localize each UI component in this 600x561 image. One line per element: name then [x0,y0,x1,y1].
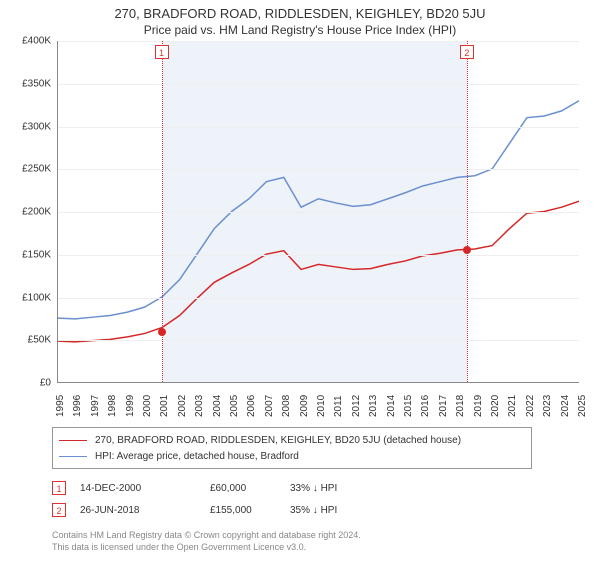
chart-gridline [58,169,579,170]
x-tick-label: 2011 [333,395,337,417]
x-tick-label: 1999 [125,395,129,417]
event-pct-1: 33% ↓ HPI [290,483,390,494]
event-date-2: 26-JUN-2018 [80,505,210,516]
event-row-1: 1 14-DEC-2000 £60,000 33% ↓ HPI [52,477,590,499]
events-list: 1 14-DEC-2000 £60,000 33% ↓ HPI 2 26-JUN… [52,477,590,521]
x-tick-label: 2021 [507,395,511,417]
event-price-marker [158,328,166,336]
x-tick-label: 2008 [281,395,285,417]
y-tick-label: £0 [40,378,51,389]
legend-item-hpi: HPI: Average price, detached house, Brad… [59,448,525,464]
x-tick-label: 2017 [438,395,442,417]
y-tick-label: £250K [22,164,51,175]
y-tick-label: £400K [22,36,51,47]
x-tick-label: 2003 [194,395,198,417]
chart-y-axis-labels: £0£50K£100K£150K£200K£250K£300K£350K£400… [15,41,55,383]
legend-swatch-hpi [59,456,87,457]
chart-gridline [58,255,579,256]
event-row-2: 2 26-JUN-2018 £155,000 35% ↓ HPI [52,499,590,521]
x-tick-label: 2019 [473,395,477,417]
x-tick-label: 1998 [107,395,111,417]
x-tick-label: 2012 [351,395,355,417]
footer-attribution: Contains HM Land Registry data © Crown c… [52,529,590,553]
chart-gridline [58,41,579,42]
event-marker-badge: 1 [155,45,169,59]
y-tick-label: £200K [22,207,51,218]
x-tick-label: 2013 [368,395,372,417]
event-price-2: £155,000 [210,505,290,516]
chart-gridline [58,212,579,213]
chart-gridline [58,127,579,128]
x-tick-label: 2022 [525,395,529,417]
event-badge-1: 1 [52,481,66,495]
x-tick-label: 2007 [264,395,268,417]
y-tick-label: £300K [22,121,51,132]
y-tick-label: £100K [22,292,51,303]
event-price-marker [463,246,471,254]
x-tick-label: 1997 [90,395,94,417]
event-line [467,41,468,382]
x-tick-label: 2000 [142,395,146,417]
event-marker-badge: 2 [460,45,474,59]
footer-line2: This data is licensed under the Open Gov… [52,541,590,553]
x-tick-label: 2016 [420,395,424,417]
series-line-hpi [58,101,579,319]
chart-gridline [58,340,579,341]
legend-label-property: 270, BRADFORD ROAD, RIDDLESDEN, KEIGHLEY… [95,435,461,446]
chart-title-line2: Price paid vs. HM Land Registry's House … [10,23,590,37]
chart-x-axis-labels: 1995 1996 1997 1998 1999 2000 2001 2002 2003 2004… [57,383,579,421]
x-tick-label: 2005 [229,395,233,417]
x-tick-label: 2002 [177,395,181,417]
chart-gridline [58,84,579,85]
x-tick-label: 2006 [246,395,250,417]
event-price-1: £60,000 [210,483,290,494]
event-date-1: 14-DEC-2000 [80,483,210,494]
y-tick-label: £350K [22,78,51,89]
x-tick-label: 2020 [490,395,494,417]
chart-title-line1: 270, BRADFORD ROAD, RIDDLESDEN, KEIGHLEY… [10,6,590,21]
event-pct-2: 35% ↓ HPI [290,505,390,516]
chart-legend: 270, BRADFORD ROAD, RIDDLESDEN, KEIGHLEY… [52,427,532,469]
x-tick-label: 2024 [560,395,564,417]
x-tick-label: 2014 [386,395,390,417]
x-tick-label: 2015 [403,395,407,417]
event-badge-2: 2 [52,503,66,517]
chart-gridline [58,298,579,299]
y-tick-label: £150K [22,249,51,260]
legend-item-property: 270, BRADFORD ROAD, RIDDLESDEN, KEIGHLEY… [59,432,525,448]
x-tick-label: 2001 [159,395,163,417]
x-tick-label: 2018 [455,395,459,417]
x-tick-label: 2009 [299,395,303,417]
y-tick-label: £50K [28,335,51,346]
legend-swatch-property [59,440,87,441]
x-tick-label: 1996 [72,395,76,417]
chart-title-block: 270, BRADFORD ROAD, RIDDLESDEN, KEIGHLEY… [10,6,590,37]
x-tick-label: 2023 [542,395,546,417]
chart-plot-region: 12 [57,41,579,383]
x-tick-label: 1995 [55,395,59,417]
footer-line1: Contains HM Land Registry data © Crown c… [52,529,590,541]
legend-label-hpi: HPI: Average price, detached house, Brad… [95,451,299,462]
x-tick-label: 2004 [212,395,216,417]
x-tick-label: 2025 [577,395,581,417]
series-line-property [58,201,579,342]
x-tick-label: 2010 [316,395,320,417]
chart-area: £0£50K£100K£150K£200K£250K£300K£350K£400… [15,41,585,421]
